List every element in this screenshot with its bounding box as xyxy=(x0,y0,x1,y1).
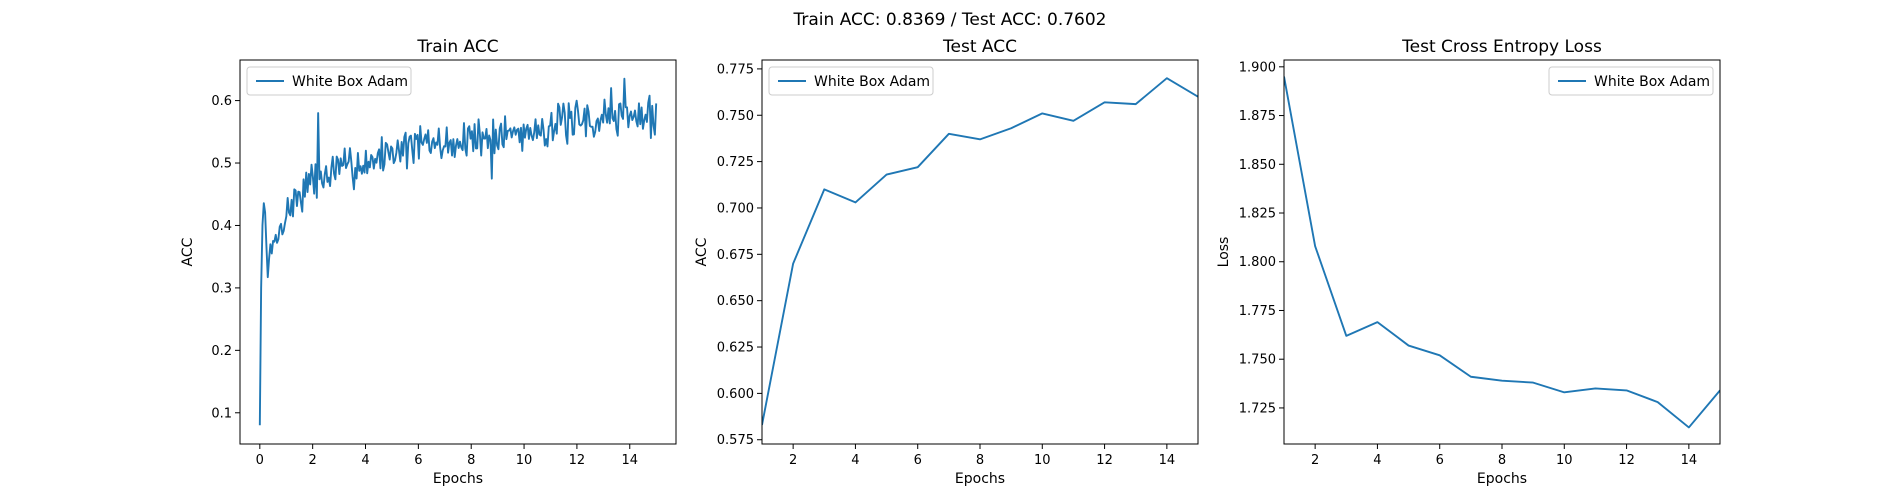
x-tick-label: 10 xyxy=(1034,453,1051,468)
x-tick-label: 6 xyxy=(914,453,922,468)
y-tick-label: 1.750 xyxy=(1239,353,1276,368)
y-tick-label: 1.875 xyxy=(1239,109,1276,124)
y-tick-label: 0.3 xyxy=(211,281,232,296)
x-tick-label: 0 xyxy=(256,453,264,468)
series-line-1 xyxy=(1284,76,1720,429)
y-tick-label: 0.750 xyxy=(717,109,754,124)
y-tick-label: 0.625 xyxy=(717,341,754,356)
series-line-1 xyxy=(762,77,1198,426)
subplot-1: 0 2 4 6 8 10 12 14 0.1 0.2 0.3 0.4 0.5 0.6 Train ACC Ep… xyxy=(180,37,677,487)
y-tick-label: 0.4 xyxy=(211,219,232,234)
x-tick-label: 2 xyxy=(789,453,797,468)
x-tick-label: 10 xyxy=(516,453,533,468)
legend-box xyxy=(1548,66,1714,96)
axes-frame xyxy=(761,59,1199,445)
x-tick-label: 4 xyxy=(1373,453,1381,468)
y-tick-label: 0.650 xyxy=(717,294,754,309)
y-axis-label: ACC xyxy=(694,237,710,266)
legend-label: White Box Adam xyxy=(292,74,408,90)
y-tick-label: 0.2 xyxy=(211,344,232,359)
x-axis-label: Epochs xyxy=(433,471,483,487)
legend-box xyxy=(246,66,412,96)
y-tick-label: 0.725 xyxy=(717,155,754,170)
y-tick-label: 1.725 xyxy=(1239,401,1276,416)
subplot-3: 2 4 6 8 10 12 14 1.725 1.750 1.775 1.800 1.825 1.850… xyxy=(1216,37,1721,487)
y-tick-label: 1.775 xyxy=(1239,304,1276,319)
x-tick-label: 14 xyxy=(1159,453,1176,468)
x-tick-label: 8 xyxy=(467,453,475,468)
axes-frame xyxy=(1283,59,1721,445)
legend: White Box Adam xyxy=(246,66,412,96)
y-tick-label: 0.700 xyxy=(717,201,754,216)
x-tick-label: 6 xyxy=(1436,453,1444,468)
y-tick-label: 1.850 xyxy=(1239,158,1276,173)
figure-suptitle: Train ACC: 0.8369 / Test ACC: 0.7602 xyxy=(793,10,1107,30)
subplot-2: 2 4 6 8 10 12 14 0.575 0.600 0.625 0.650 0.675 0.700… xyxy=(694,37,1199,487)
x-tick-label: 2 xyxy=(1311,453,1319,468)
subplot-title: Test ACC xyxy=(942,37,1017,57)
x-tick-label: 12 xyxy=(569,453,586,468)
x-tick-label: 2 xyxy=(309,453,317,468)
subplot-title: Train ACC xyxy=(416,37,498,57)
x-tick-label: 8 xyxy=(1498,453,1506,468)
x-axis-label: Epochs xyxy=(1477,471,1527,487)
legend-label: White Box Adam xyxy=(814,74,930,90)
y-tick-label: 0.6 xyxy=(211,94,232,109)
series-line-1 xyxy=(258,77,658,426)
axes-frame xyxy=(239,59,677,445)
x-tick-label: 4 xyxy=(851,453,859,468)
x-tick-label: 4 xyxy=(361,453,369,468)
y-axis-label: ACC xyxy=(180,237,196,266)
y-tick-label: 0.575 xyxy=(717,433,754,448)
y-tick-label: 0.600 xyxy=(717,387,754,402)
x-tick-label: 12 xyxy=(1096,453,1113,468)
subplot-title: Test Cross Entropy Loss xyxy=(1401,37,1602,57)
x-tick-label: 10 xyxy=(1556,453,1573,468)
legend: White Box Adam xyxy=(768,66,934,96)
x-tick-label: 6 xyxy=(414,453,422,468)
y-tick-label: 1.825 xyxy=(1239,207,1276,222)
y-tick-label: 0.1 xyxy=(211,406,232,421)
y-tick-label: 0.675 xyxy=(717,248,754,263)
x-tick-label: 14 xyxy=(1681,453,1698,468)
y-axis-label: Loss xyxy=(1216,237,1232,268)
y-tick-label: 0.5 xyxy=(211,157,232,172)
x-axis-label: Epochs xyxy=(955,471,1005,487)
x-tick-label: 8 xyxy=(976,453,984,468)
y-tick-label: 1.900 xyxy=(1239,60,1276,75)
legend-box xyxy=(768,66,934,96)
x-tick-label: 12 xyxy=(1618,453,1635,468)
legend-label: White Box Adam xyxy=(1594,74,1710,90)
y-tick-label: 0.775 xyxy=(717,62,754,77)
y-tick-label: 1.800 xyxy=(1239,255,1276,270)
x-tick-label: 14 xyxy=(621,453,638,468)
legend: White Box Adam xyxy=(1548,66,1714,96)
